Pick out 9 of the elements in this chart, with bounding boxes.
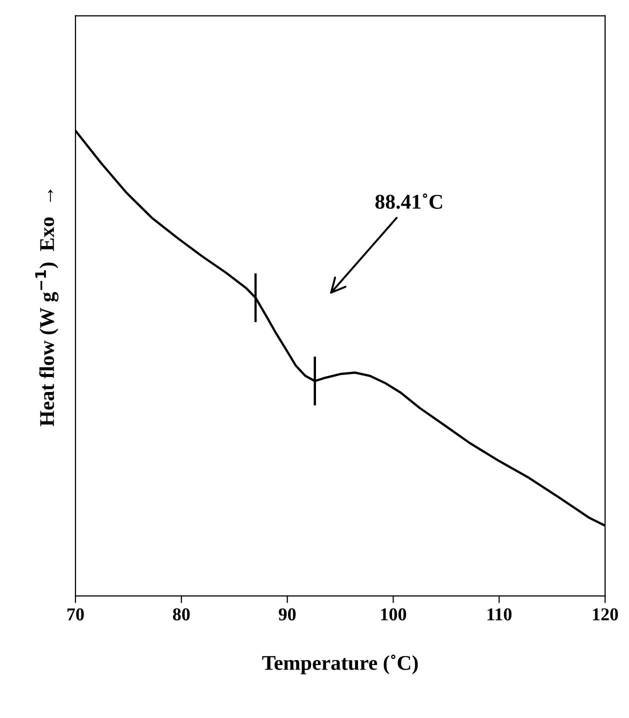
x-tick-label: 70 (67, 608, 84, 620)
x-tick-label: 120 (593, 608, 618, 620)
x-tick-label: 110 (488, 608, 512, 620)
annotation: 88.41˚C (375, 194, 442, 209)
x-tick-label: 80 (172, 608, 190, 620)
x-tick-label: 90 (278, 608, 296, 620)
x-axis-title: Temperature (˚C) (262, 654, 418, 674)
x-tick-label: 100 (381, 608, 406, 620)
y-axis-title: Heat flow (W g$^{−1}$) Exo → (35, 190, 58, 426)
